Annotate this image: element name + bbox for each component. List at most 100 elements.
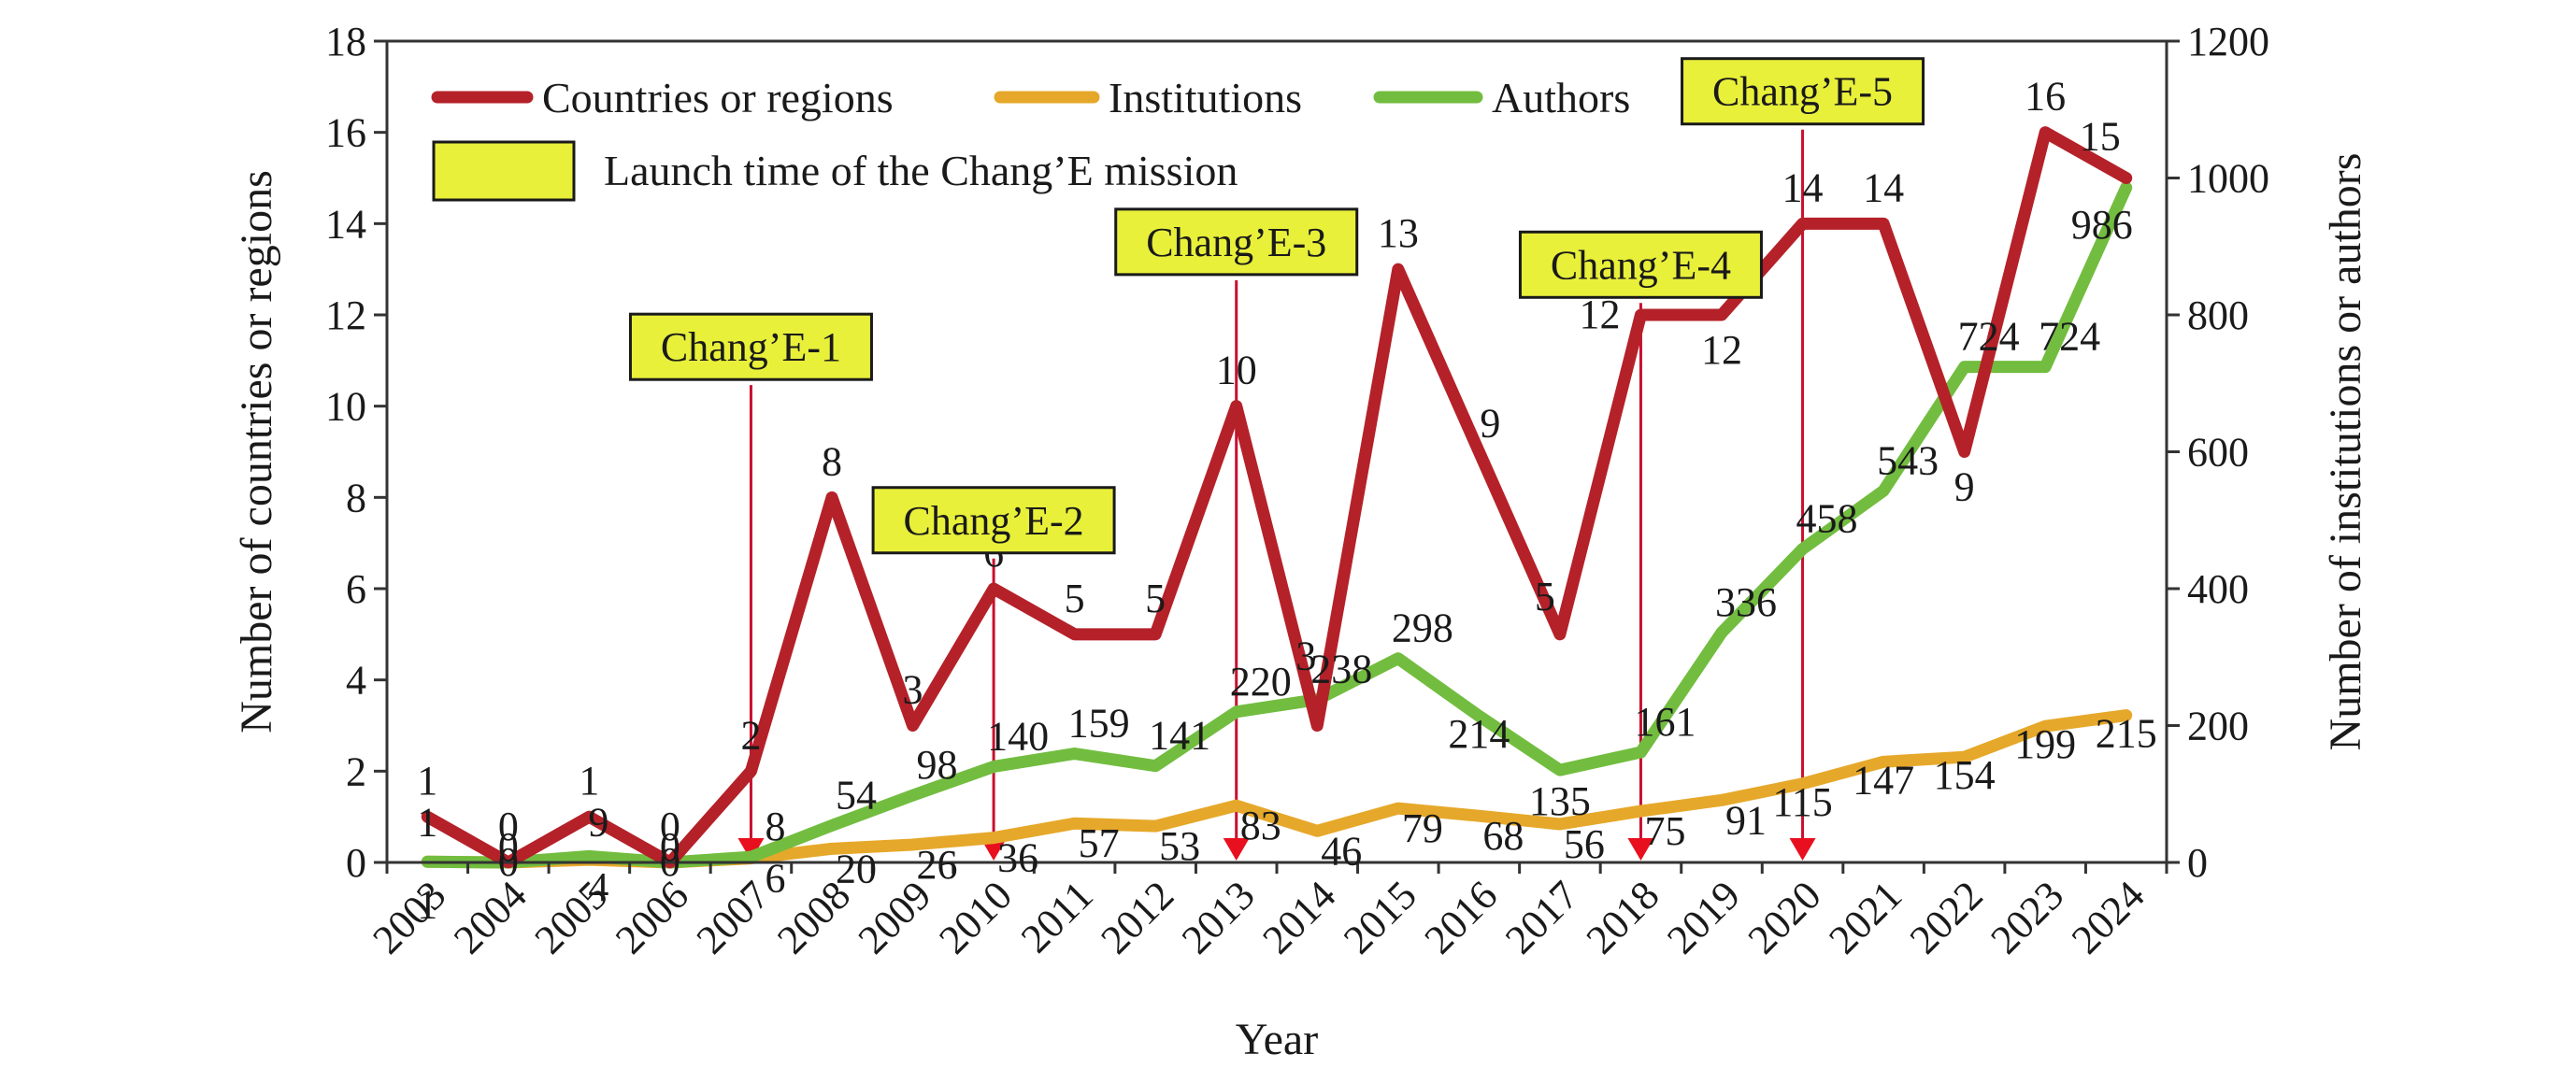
x-axis-title: Year bbox=[1236, 1015, 1318, 1064]
data-label-countries: 1 bbox=[579, 758, 599, 804]
data-label-institutions: 26 bbox=[917, 842, 958, 888]
mission-box bbox=[628, 312, 873, 381]
data-label-authors: 724 bbox=[1958, 314, 2020, 360]
data-label-institutions: 79 bbox=[1402, 805, 1443, 851]
mission-label: Chang’E-3 bbox=[1146, 220, 1326, 265]
mission-arrow-icon bbox=[1627, 838, 1654, 861]
data-label-institutions: 91 bbox=[1725, 797, 1767, 843]
left-tick-label: 0 bbox=[346, 840, 366, 886]
data-label-authors: 214 bbox=[1448, 711, 1510, 757]
right-tick-label: 0 bbox=[2187, 840, 2208, 886]
right-tick-label: 1200 bbox=[2187, 19, 2269, 64]
data-label-authors: 54 bbox=[836, 772, 877, 818]
data-label-authors: 220 bbox=[1230, 659, 1292, 705]
data-label-authors: 298 bbox=[1392, 605, 1453, 651]
right-tick-label: 600 bbox=[2187, 430, 2249, 476]
data-label-countries: 1 bbox=[417, 758, 437, 804]
legend: Countries or regions Institutions Authors L… bbox=[431, 74, 1630, 202]
mission-markers: Chang’E-1 Chang’E-2 Chang’E-3 Chang’E-4 Chan… bbox=[628, 57, 1925, 555]
data-label-institutions: 36 bbox=[997, 835, 1038, 881]
legend-mission-swatch bbox=[432, 140, 576, 202]
data-label-authors: 135 bbox=[1529, 778, 1591, 824]
left-tick-label: 4 bbox=[346, 658, 366, 704]
series-line-authors bbox=[421, 181, 2133, 869]
data-label-institutions: 154 bbox=[1934, 752, 1996, 798]
data-label-countries: 5 bbox=[1145, 576, 1166, 621]
left-axis-title: Number of countries or regions bbox=[232, 170, 281, 733]
data-label-countries: 0 bbox=[660, 804, 680, 849]
data-label-institutions: 83 bbox=[1240, 803, 1281, 848]
data-label-countries: 5 bbox=[1535, 574, 1555, 619]
data-label-institutions: 215 bbox=[2096, 711, 2157, 757]
data-label-institutions: 46 bbox=[1321, 828, 1362, 874]
legend-label: Countries or regions bbox=[542, 74, 894, 121]
legend-label: Institutions bbox=[1109, 74, 1302, 121]
data-label-institutions: 0 bbox=[660, 839, 680, 885]
data-label-countries: 5 bbox=[1065, 576, 1085, 621]
series-lines bbox=[421, 126, 2133, 869]
right-tick-label: 400 bbox=[2187, 566, 2249, 612]
data-label-countries: 12 bbox=[1701, 327, 1742, 373]
data-label-institutions: 4 bbox=[588, 864, 608, 910]
left-tick-label: 14 bbox=[325, 201, 366, 247]
data-label-countries: 3 bbox=[903, 667, 923, 713]
mission-arrow-icon bbox=[737, 838, 765, 861]
data-label-institutions: 6 bbox=[765, 856, 785, 902]
data-label-institutions: 115 bbox=[1772, 779, 1832, 825]
data-label-countries: 8 bbox=[822, 438, 842, 484]
right-tick-label: 1000 bbox=[2187, 156, 2269, 202]
left-tick-label: 16 bbox=[325, 110, 366, 156]
mission-box bbox=[1114, 207, 1359, 277]
left-tick-label: 18 bbox=[325, 19, 366, 64]
data-label-authors: 986 bbox=[2071, 202, 2133, 248]
data-label-authors: 98 bbox=[917, 742, 958, 788]
left-tick-label: 6 bbox=[346, 566, 366, 612]
left-tick-label: 10 bbox=[325, 384, 366, 430]
data-label-authors: 9 bbox=[588, 799, 608, 845]
data-label-countries: 9 bbox=[1954, 464, 1975, 510]
left-tick-label: 12 bbox=[325, 292, 366, 338]
data-label-institutions: 68 bbox=[1482, 813, 1524, 859]
data-label-authors: 159 bbox=[1068, 701, 1130, 747]
data-label-authors: 238 bbox=[1310, 647, 1372, 692]
mission-arrow-icon bbox=[1223, 838, 1250, 861]
mission-box bbox=[1518, 230, 1763, 299]
data-label-countries: 12 bbox=[1579, 292, 1620, 337]
data-label-countries: 9 bbox=[1480, 401, 1500, 447]
data-label-countries: 15 bbox=[2080, 114, 2121, 160]
data-label-institutions: 199 bbox=[2014, 721, 2076, 767]
data-label-institutions: 53 bbox=[1159, 823, 1200, 869]
mission-label: Chang’E-2 bbox=[904, 498, 1084, 544]
mission-label: Chang’E-1 bbox=[661, 324, 841, 370]
data-label-countries: 2 bbox=[740, 712, 761, 758]
mission-box bbox=[1681, 57, 1925, 126]
data-label-authors: 161 bbox=[1634, 699, 1696, 745]
data-label-authors: 140 bbox=[987, 713, 1049, 759]
mission-label: Chang’E-5 bbox=[1712, 69, 1893, 115]
data-label-authors: 458 bbox=[1796, 496, 1858, 542]
data-label-authors: 141 bbox=[1149, 713, 1210, 759]
data-label-countries: 16 bbox=[2025, 74, 2066, 120]
data-label-institutions: 0 bbox=[498, 839, 519, 885]
data-label-institutions: 1 bbox=[417, 881, 437, 927]
data-label-authors: 336 bbox=[1715, 579, 1777, 625]
right-tick-label: 800 bbox=[2187, 292, 2249, 338]
left-tick-label: 2 bbox=[346, 748, 366, 794]
right-tick-label: 200 bbox=[2187, 704, 2249, 749]
mission-arrow-icon bbox=[1789, 838, 1816, 861]
data-label-countries: 13 bbox=[1378, 210, 1419, 256]
data-label-authors: 1 bbox=[417, 799, 437, 845]
data-label-authors: 0 bbox=[498, 824, 519, 870]
mission-box bbox=[871, 486, 1116, 555]
data-labels: 1010283655103139512121414916151040620263… bbox=[417, 74, 2156, 928]
legend-mission-label: Launch time of the Chang’E mission bbox=[604, 147, 1238, 194]
data-label-institutions: 20 bbox=[836, 846, 877, 891]
left-tick-label: 8 bbox=[346, 475, 366, 520]
mission-label: Chang’E-4 bbox=[1551, 242, 1731, 288]
data-label-countries: 14 bbox=[1863, 164, 1904, 210]
data-label-institutions: 147 bbox=[1853, 757, 1914, 803]
data-label-authors: 724 bbox=[2039, 314, 2100, 360]
data-label-authors: 8 bbox=[765, 804, 785, 849]
data-label-countries: 3 bbox=[1295, 634, 1316, 679]
